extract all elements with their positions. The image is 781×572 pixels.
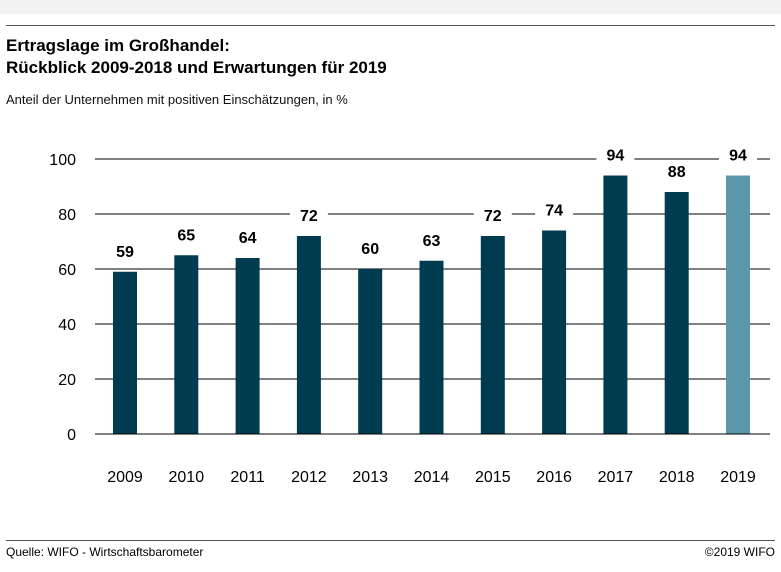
- header-rule: [6, 25, 775, 26]
- bar-2013: [358, 269, 383, 434]
- x-tick-label-2018: 2018: [659, 469, 695, 486]
- data-label-2014: 63: [423, 233, 441, 250]
- bar-2019: [726, 175, 750, 434]
- bar-2018: [664, 192, 689, 434]
- bar-2009: [113, 271, 137, 434]
- x-tick-label-2010: 2010: [169, 469, 205, 486]
- data-label-2015: 72: [484, 208, 502, 225]
- x-tick-label-2012: 2012: [291, 469, 327, 486]
- x-tick-label-2009: 2009: [107, 469, 143, 486]
- bar-2011: [235, 258, 260, 434]
- footer-rule: [6, 540, 775, 541]
- title-line-1: Ertragslage im Großhandel:: [6, 36, 230, 55]
- bar-2014: [419, 260, 444, 434]
- data-label-2011: 64: [239, 230, 257, 247]
- top-band: [0, 0, 781, 14]
- x-tick-label-2014: 2014: [414, 469, 450, 486]
- x-tick-label-2017: 2017: [598, 469, 634, 486]
- x-tick-label-2019: 2019: [720, 469, 756, 486]
- bar-2012: [296, 236, 321, 434]
- title-line-2: Rückblick 2009-2018 und Erwartungen für …: [6, 58, 387, 77]
- x-tick-label-2013: 2013: [352, 469, 388, 486]
- chart-title: Ertragslage im Großhandel: Rückblick 200…: [6, 35, 387, 79]
- data-label-2012: 72: [300, 208, 318, 225]
- data-label-2013: 60: [361, 241, 379, 258]
- y-tick-label: 40: [58, 317, 76, 334]
- y-tick-label: 0: [67, 427, 76, 444]
- y-tick-label: 100: [49, 152, 76, 169]
- y-tick-label: 20: [58, 372, 76, 389]
- bar-2010: [174, 255, 199, 434]
- y-tick-label: 60: [58, 262, 76, 279]
- x-tick-label-2015: 2015: [475, 469, 511, 486]
- data-label-2010: 65: [177, 227, 195, 244]
- x-tick-label-2011: 2011: [230, 469, 265, 486]
- bar-2015: [480, 236, 505, 434]
- x-tick-label-2016: 2016: [536, 469, 572, 486]
- bar-2016: [542, 230, 567, 434]
- source-note: Quelle: WIFO - Wirtschaftsbarometer: [6, 545, 204, 559]
- copyright-note: ©2019 WIFO: [704, 545, 775, 559]
- data-label-2017: 94: [607, 148, 625, 165]
- data-label-2018: 88: [668, 164, 686, 181]
- data-label-2019: 94: [729, 148, 747, 165]
- data-label-2009: 59: [116, 244, 134, 261]
- chart-subtitle: Anteil der Unternehmen mit positiven Ein…: [6, 92, 348, 107]
- data-label-2016: 74: [545, 203, 563, 220]
- bar-2017: [603, 175, 628, 434]
- y-tick-label: 80: [58, 207, 76, 224]
